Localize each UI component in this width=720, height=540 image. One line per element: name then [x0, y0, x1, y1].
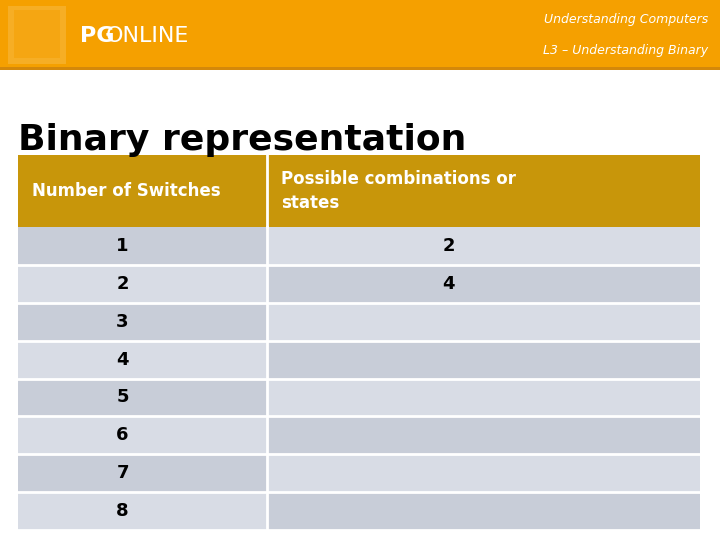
Text: 2: 2 [443, 237, 455, 255]
Text: 1: 1 [117, 237, 129, 255]
Bar [18, 454, 267, 492]
Bar [267, 416, 700, 454]
Text: Understanding Computers: Understanding Computers [544, 13, 708, 26]
Bar [0, 67, 720, 70]
Bar [267, 379, 700, 416]
Text: 7: 7 [117, 464, 129, 482]
Bar [18, 341, 267, 379]
Text: Binary representation: Binary representation [18, 123, 467, 157]
Bar [18, 379, 267, 416]
Bar [267, 155, 700, 227]
Text: 8: 8 [116, 502, 129, 520]
Bar [18, 265, 267, 303]
Text: 2: 2 [117, 275, 129, 293]
Bar [267, 454, 700, 492]
Text: PG: PG [80, 26, 114, 46]
Text: 5: 5 [117, 388, 129, 407]
Text: ONLINE: ONLINE [106, 26, 189, 46]
Bar [267, 265, 700, 303]
Bar [18, 155, 267, 227]
Bar [267, 492, 700, 530]
Bar [18, 303, 267, 341]
Text: 4: 4 [443, 275, 455, 293]
Bar [8, 6, 66, 64]
Bar [267, 227, 700, 265]
Text: Possible combinations or
states: Possible combinations or states [281, 170, 516, 213]
Bar [267, 341, 700, 379]
Text: Number of Switches: Number of Switches [32, 182, 220, 200]
Text: L3 – Understanding Binary: L3 – Understanding Binary [543, 44, 708, 57]
Text: 4: 4 [117, 350, 129, 369]
Text: 6: 6 [117, 426, 129, 444]
Bar [14, 10, 60, 58]
Bar [0, 0, 720, 70]
Bar [267, 303, 700, 341]
Bar [18, 416, 267, 454]
Bar [18, 227, 267, 265]
Bar [18, 492, 267, 530]
Text: 3: 3 [117, 313, 129, 330]
